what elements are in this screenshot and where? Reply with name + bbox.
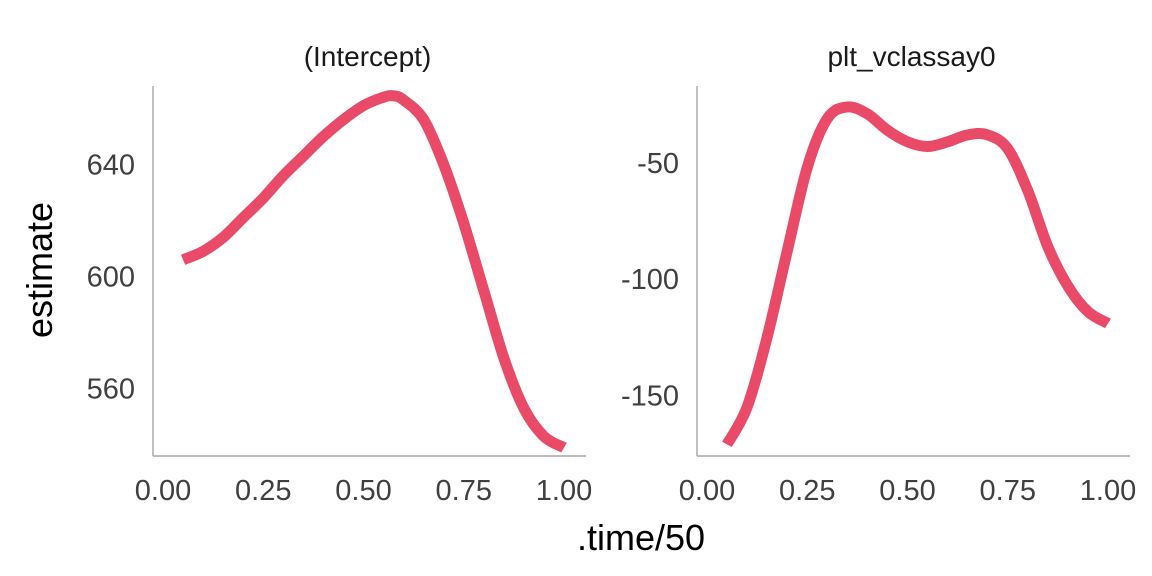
x-tick-label: 0.50 <box>335 475 391 507</box>
y-tick-label: -50 <box>637 148 679 180</box>
x-tick-label: 0.25 <box>235 475 291 507</box>
y-tick-label: -150 <box>621 380 679 412</box>
x-tick-label: 1.00 <box>536 475 592 507</box>
panel-title: (Intercept) <box>304 41 432 72</box>
y-axis-title: estimate <box>19 202 60 338</box>
x-tick-label: 1.00 <box>1080 475 1136 507</box>
x-tick-label: 0.00 <box>679 475 735 507</box>
x-tick-label: 0.00 <box>135 475 191 507</box>
y-tick-label: 640 <box>87 149 135 181</box>
series-line <box>180 90 567 453</box>
x-tick-label: 0.50 <box>879 475 935 507</box>
x-tick-label: 0.25 <box>779 475 835 507</box>
x-tick-label: 0.75 <box>436 475 492 507</box>
panel-intercept: (Intercept) 0.00 0.25 0.50 0.75 1.00 560 600 640 <box>87 41 593 507</box>
y-tick-label: 560 <box>87 374 135 406</box>
series-line <box>722 101 1111 448</box>
y-tick-label: 600 <box>87 262 135 294</box>
panel-plt-vclassay0: plt_vclassay0 0.00 0.25 0.50 0.75 1.00 -150 -10… <box>621 41 1136 507</box>
x-tick-label: 0.75 <box>980 475 1036 507</box>
y-tick-label: -100 <box>621 264 679 296</box>
panel-title: plt_vclassay0 <box>827 41 995 72</box>
x-axis-title: .time/50 <box>577 517 705 558</box>
